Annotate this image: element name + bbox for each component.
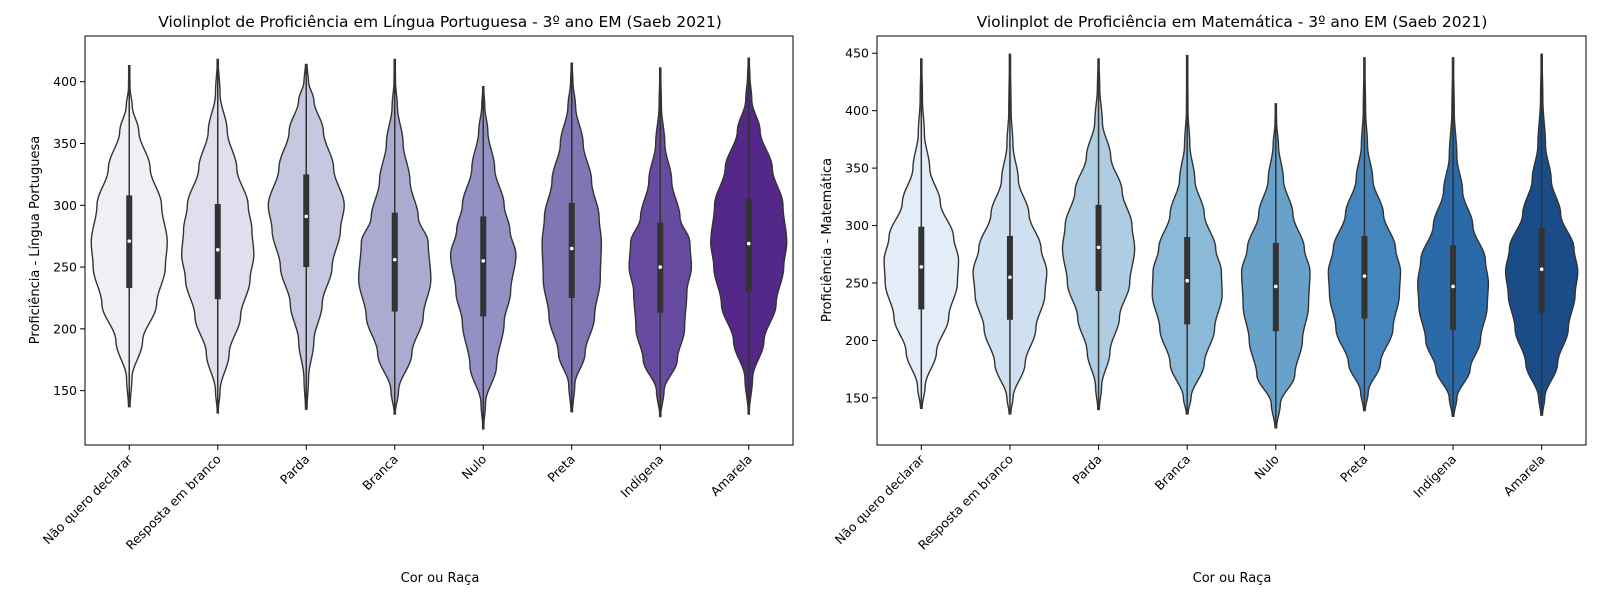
violin-median-dot — [1274, 284, 1278, 289]
violin-median-dot — [127, 239, 132, 243]
chart-title: Violinplot de Proficiência em Matemática… — [977, 13, 1488, 31]
chart-lingua-portuguesa: Violinplot de Proficiência em Língua Por… — [28, 13, 794, 586]
x-axis-label: Cor ou Raça — [401, 571, 480, 586]
y-tick-label: 350 — [845, 161, 869, 176]
y-axis-ticks: 150 200 250 300 350 400 — [53, 74, 85, 398]
chart-title: Violinplot de Proficiência em Língua Por… — [158, 13, 722, 31]
violin-median-dot — [658, 265, 663, 269]
violin-group — [883, 53, 1579, 429]
violin-median-dot — [215, 247, 220, 252]
violin-median-dot — [1185, 278, 1189, 283]
violin-group — [90, 57, 788, 430]
y-axis-label: Proficiência - Matemática — [820, 158, 835, 322]
violin-iqr-box — [303, 174, 310, 268]
y-tick-label: 150 — [53, 383, 77, 398]
y-axis-label: Proficiência - Língua Portuguesa — [28, 136, 43, 344]
x-axis-label: Cor ou Raça — [1193, 571, 1272, 586]
y-tick-label: 150 — [845, 390, 869, 405]
y-tick-label: 200 — [53, 321, 77, 336]
y-tick-label: 250 — [845, 276, 869, 291]
y-tick-label: 200 — [845, 333, 869, 348]
plot-frame — [84, 35, 794, 446]
violin-iqr-box — [568, 202, 575, 298]
y-tick-label: 300 — [53, 198, 77, 213]
y-tick-label: 300 — [845, 218, 869, 233]
y-tick-label: 350 — [53, 136, 77, 151]
y-tick-label: 250 — [53, 260, 77, 275]
violin-median-dot — [304, 214, 309, 219]
violin-median-dot — [1539, 267, 1544, 272]
y-tick-label: 400 — [53, 74, 77, 89]
violin-median-dot — [919, 265, 924, 269]
y-tick-label: 450 — [845, 46, 869, 61]
violin-median-dot — [1096, 245, 1101, 250]
violin-iqr-box — [480, 216, 487, 317]
plot-frame — [876, 35, 1587, 446]
violin-iqr-box — [391, 212, 398, 312]
violin-median-dot — [569, 246, 574, 251]
violin-median-dot — [392, 257, 397, 262]
violin-median-dot — [1451, 284, 1455, 289]
violin-median-dot — [1008, 275, 1012, 280]
violin-median-dot — [1362, 274, 1367, 278]
violin-iqr-box — [214, 204, 221, 300]
violin-iqr-box — [745, 199, 752, 292]
y-axis-ticks: 150 200 250 300 350 400 450 — [845, 46, 877, 405]
violin-median-dot — [481, 259, 486, 263]
y-tick-label: 400 — [845, 103, 869, 118]
violin-median-dot — [746, 241, 751, 246]
